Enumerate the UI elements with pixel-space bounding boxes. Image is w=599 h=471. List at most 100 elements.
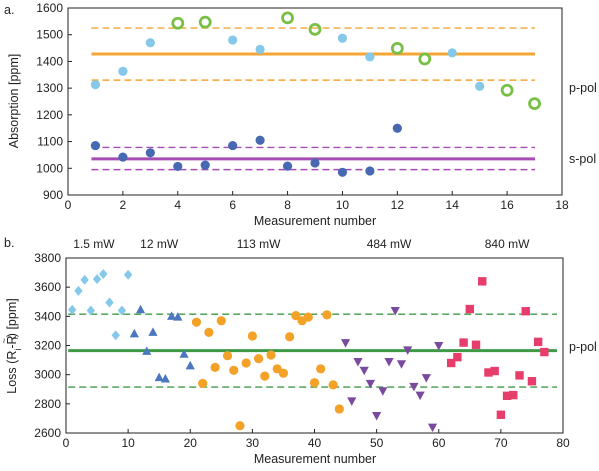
point-light-blue [118,66,128,76]
point-triangle-up [167,311,177,320]
point-green-ring [500,83,514,97]
point-triangle-up [142,346,152,355]
point-light-blue [228,35,238,45]
x-tick-label: 8 [284,198,291,212]
x-tick-label: 6 [229,198,236,212]
point-triangle-down [403,346,413,355]
point-triangle-up [173,312,183,321]
y-tick-label: 1600 [36,1,63,15]
label-p-pol-b: p-pol [569,340,597,354]
point-triangle-down [434,342,444,351]
x-tick-label: 16 [500,198,514,212]
x-tick-label: 4 [174,198,181,212]
point-orange [334,404,344,414]
point-square [465,304,475,314]
point-square [509,390,518,400]
point-triangle-down [384,358,394,367]
point-triangle-down [409,382,419,392]
point-triangle-up [129,328,139,338]
y-tick-label: 1000 [36,161,63,175]
point-square [478,277,487,286]
point-triangle-down [396,360,407,369]
point-diamond [111,330,120,341]
x-tick-label: 60 [432,436,446,450]
point-diamond [92,274,102,285]
point-orange [285,332,295,342]
point-orange [210,362,220,372]
x-tick-label: 10 [121,436,135,450]
point-square [453,352,462,362]
y-tick-label: 2800 [34,397,61,411]
point-square [533,337,543,347]
point-dark-blue [365,166,375,176]
power-label: 484 mW [367,237,412,251]
point-light-blue [365,52,375,62]
x-tick-label: 0 [65,198,72,212]
point-triangle-up [154,372,164,382]
point-dark-blue [145,148,155,158]
point-triangle-down [372,412,382,421]
panel-label-a: a. [4,3,14,17]
axis-ticks-a: 0 2 4 6 8 10 12 14 16 18 900 1000 1100 1200 1300 1400 15… [36,1,569,212]
x-tick-label: 20 [184,436,198,450]
point-dark-blue [255,135,265,145]
x-tick-label: 0 [63,436,70,450]
point-orange [241,358,251,368]
point-green-ring [281,11,294,25]
x-tick-label: 10 [336,198,350,212]
y-tick-label: 2600 [34,426,61,440]
data-points-a [90,11,541,177]
point-diamond [123,269,133,280]
label-p-pol-a: p-pol [569,81,597,95]
x-axis-label-b: Measurement number [254,452,376,466]
point-dark-blue [173,161,183,172]
x-tick-label: 80 [556,436,570,450]
point-orange [266,350,276,360]
point-square [496,410,506,419]
point-triangle-down [415,391,425,401]
point-triangle-up [135,304,146,314]
x-tick-label: 50 [370,436,384,450]
chart-loss: b. 1.5 mW 12 mW 113 mW 484 mW 840 mW 0 10 20 30… [0,236,597,466]
point-orange [247,331,257,341]
power-label: 840 mW [485,237,530,251]
point-diamond [105,297,114,308]
point-orange [328,380,338,390]
point-diamond [99,269,108,280]
y-axis-label-a: Absorption [ppm] [7,54,21,149]
point-light-blue [447,48,457,58]
point-square [521,307,530,316]
point-orange [278,368,289,378]
point-orange [191,317,202,327]
y-tick-label: 1200 [36,108,63,122]
point-triangle-down [421,374,431,383]
point-triangle-down [427,423,438,433]
point-triangle-down [340,339,351,348]
point-dark-blue [118,152,128,162]
point-orange [229,365,239,375]
point-triangle-down [347,397,357,406]
point-orange [316,364,326,374]
point-orange [309,378,320,388]
point-square [446,358,456,368]
point-orange [216,316,226,326]
point-triangle-down [378,387,388,396]
reference-lines-b [68,313,557,388]
point-light-blue [145,38,155,48]
y-tick-label: 3600 [34,280,61,294]
point-orange [204,327,214,337]
point-triangle-down [390,307,400,316]
point-orange [322,310,332,320]
point-light-blue [475,81,485,91]
point-orange [235,421,245,431]
x-tick-label: 2 [120,198,127,212]
y-tick-label: 1400 [36,54,63,68]
x-tick-label: 12 [391,198,405,212]
point-diamond [80,274,89,285]
axis-ticks-b: 0 10 20 30 40 50 60 70 80 2600 2800 3000 3200 3400 360… [34,251,570,450]
point-diamond [68,304,77,315]
point-dark-blue [337,167,348,177]
point-orange [253,354,264,364]
point-orange [291,311,301,321]
point-triangle-down [365,379,376,389]
